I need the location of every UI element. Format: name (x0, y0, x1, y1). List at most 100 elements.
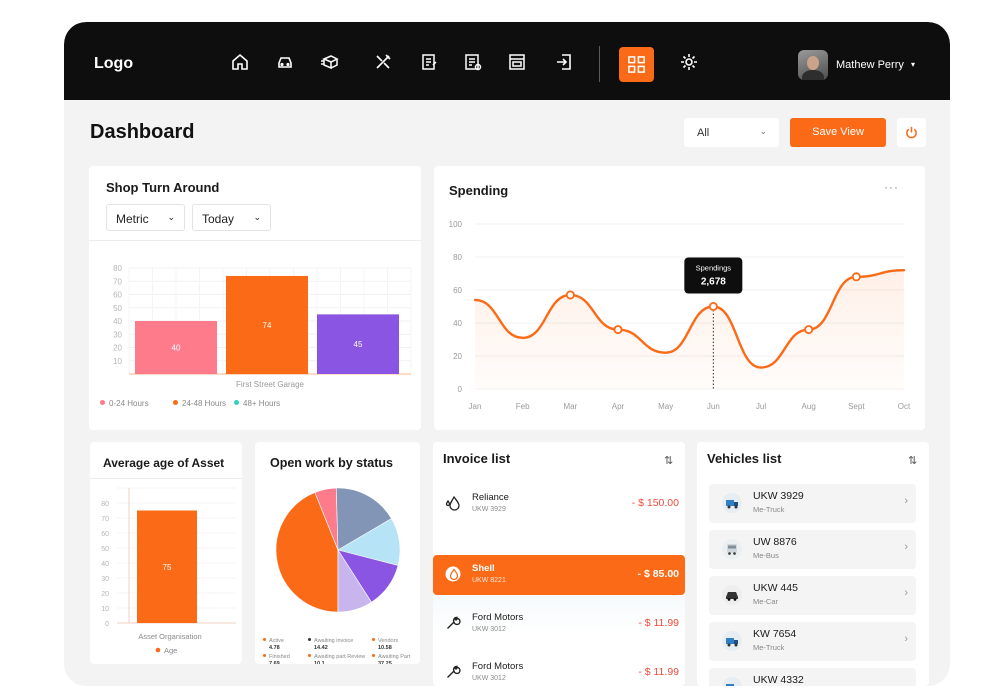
legend-swatch (100, 400, 105, 405)
clipboard-icon[interactable] (419, 52, 439, 72)
more-options-icon[interactable]: ··· (884, 180, 899, 194)
chevron-right-icon: › (904, 541, 908, 553)
card-title: Spending (449, 183, 509, 198)
invoice-code: UKW 8221 (472, 577, 506, 584)
y-tick-label: 40 (113, 317, 122, 326)
legend-label: 48+ Hours (243, 399, 281, 408)
period-dropdown-value: Today (202, 212, 235, 226)
legend-swatch (372, 654, 375, 657)
legend-value: 37.25 (378, 661, 392, 664)
fuel-drop-icon (445, 495, 460, 511)
divider (90, 478, 242, 479)
bar-value-label: 75 (163, 563, 172, 572)
user-name[interactable]: Mathew Perry (836, 59, 904, 71)
wrench-icon (447, 665, 461, 678)
home-icon[interactable] (230, 52, 250, 72)
vehicle-type: Me-Car (753, 597, 779, 606)
filter-select-value: All (697, 127, 710, 139)
y-tick-label: 70 (101, 516, 109, 523)
x-axis-label: First Street Garage (236, 380, 305, 389)
legend-item: 48+ Hours (234, 399, 280, 408)
save-view-button[interactable]: Save View (790, 118, 886, 147)
sort-icon[interactable]: ⇅ (908, 455, 918, 467)
truck-icon (722, 493, 742, 513)
divider (89, 240, 421, 241)
card-title: Open work by status (270, 456, 393, 470)
y-tick-label: 30 (113, 330, 122, 339)
x-tick-label: Jan (469, 402, 482, 411)
invoice-row-selected[interactable]: Shell UKW 8221 - $ 85.00 (433, 555, 685, 595)
data-point-sept (851, 272, 861, 282)
legend-label: Finished (269, 654, 290, 660)
vehicle-plate: UKW 3929 (753, 490, 804, 502)
data-point-jun (708, 301, 718, 311)
pie-legend-item: Active 4.78 (263, 638, 284, 652)
view-filter-select[interactable]: All ⌄ (684, 118, 779, 147)
vehicle-row[interactable]: KW 7654 Me-Truck › (709, 622, 916, 661)
bar-value-label: 40 (172, 344, 181, 353)
pie-slice-awaiting-part (275, 492, 339, 613)
vehicle-row[interactable]: UKW 445 Me-Car › (709, 576, 916, 615)
box-icon[interactable] (320, 52, 340, 72)
tooltip-label: Spendings (696, 264, 732, 273)
y-tick-label: 80 (101, 501, 109, 508)
refresh-button[interactable] (897, 118, 926, 147)
chevron-right-icon: › (904, 587, 908, 599)
document-icon[interactable] (463, 52, 483, 72)
car-icon[interactable] (275, 52, 295, 72)
legend-label: Vendors (378, 638, 399, 644)
y-tick-label: 10 (113, 357, 122, 366)
y-tick-label: 80 (453, 253, 462, 262)
tools-icon[interactable] (373, 52, 393, 72)
vehicle-row[interactable]: UKW 4332 (709, 668, 916, 686)
y-tick-label: 60 (101, 531, 109, 538)
legend-label: 0-24 Hours (109, 399, 149, 408)
x-tick-label: Oct (898, 402, 911, 411)
y-tick-label: 10 (101, 606, 109, 613)
card-title: Shop Turn Around (106, 180, 220, 195)
chevron-down-icon: ⌄ (167, 212, 175, 222)
card-title: Invoice list (443, 451, 511, 466)
invoice-list-card: Invoice list ⇅ Reliance UKW 3929 - $ 150… (433, 442, 685, 686)
bar-24-48-hours (226, 275, 308, 374)
page-title: Dashboard (90, 121, 195, 143)
legend-label: Awaiting invoice (314, 638, 354, 644)
y-tick-label: 60 (453, 286, 462, 295)
wrench-icon (447, 616, 461, 629)
vehicle-row[interactable]: UKW 3929 Me-Truck › (709, 484, 916, 523)
chevron-down-icon: ⌄ (759, 126, 767, 136)
vehicle-row[interactable]: UW 8876 Me-Bus › (709, 530, 916, 569)
pie-legend-item: Awaiting part Review 10.1 (308, 654, 365, 664)
y-tick-label: 40 (101, 561, 109, 568)
legend-label: Age (164, 646, 177, 655)
invoice-row[interactable]: Ford Motors UKW 3012 - $ 11.99 (433, 604, 685, 644)
nav-separator (599, 46, 600, 82)
tooltip (684, 257, 743, 294)
dashboard-app: Logo Mathew (64, 22, 950, 686)
x-tick-label: Mar (563, 402, 577, 411)
asset-age-chart: 80 70 60 50 40 30 20 10 0 75 Asset Organisation Age (101, 487, 236, 655)
invoice-code: UKW 3929 (472, 506, 506, 513)
shop-turn-around-card: Shop Turn Around Metric ⌄ Today ⌄ 80 70 60… (89, 166, 421, 430)
y-tick-label: 20 (101, 591, 109, 598)
monitor-icon[interactable] (507, 52, 527, 72)
open-work-by-status-card: Open work by status Active 4.78 Awaiting i… (255, 442, 420, 664)
avatar[interactable] (798, 50, 828, 80)
settings-gear-icon[interactable] (679, 52, 699, 72)
pie-legend-item: Vendors 10.58 (372, 638, 398, 652)
vehicle-plate: UW 8876 (753, 536, 797, 548)
period-dropdown[interactable]: Today ⌄ (192, 204, 271, 231)
invoice-row[interactable]: Ford Motors UKW 3012 - $ 11.99 (433, 653, 685, 686)
invoice-amount: - $ 150.00 (631, 497, 679, 509)
bar-asset-organisation (137, 510, 197, 623)
metric-dropdown[interactable]: Metric ⌄ (106, 204, 185, 231)
invoice-row[interactable]: Reliance UKW 3929 - $ 150.00 (433, 484, 685, 524)
user-menu-caret-icon[interactable]: ▾ (911, 60, 916, 69)
top-navigation-bar: Logo Mathew (64, 22, 950, 100)
exit-door-icon[interactable] (554, 52, 574, 72)
invoice-vendor: Reliance (472, 492, 509, 503)
vehicle-type: Me-Truck (753, 643, 785, 652)
sort-icon[interactable]: ⇅ (664, 455, 674, 467)
dashboard-grid-icon[interactable] (619, 47, 654, 82)
logo[interactable]: Logo (94, 55, 134, 72)
